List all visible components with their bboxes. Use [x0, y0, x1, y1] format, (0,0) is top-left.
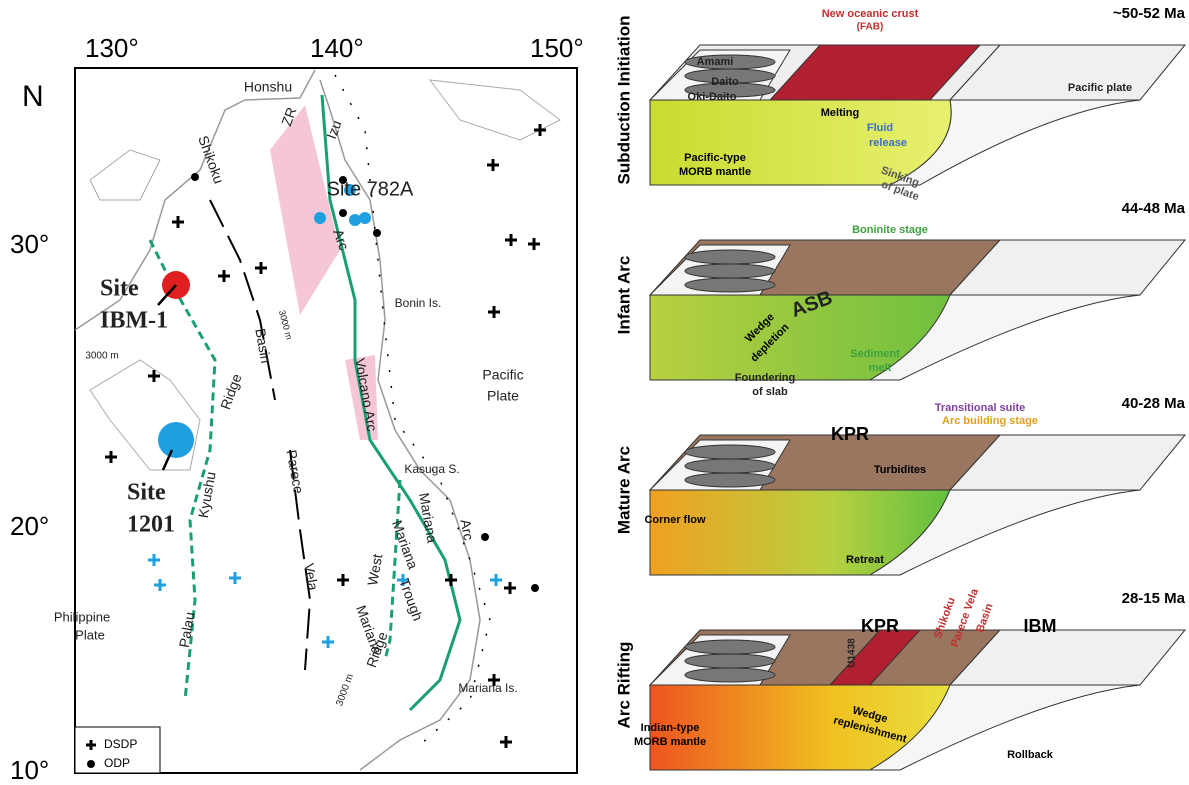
- map-label: Kasuga S.: [404, 462, 459, 476]
- north-label: N: [22, 80, 44, 113]
- diagram-label: IBM: [1024, 616, 1057, 636]
- block: [685, 278, 775, 292]
- lon-label: 130°: [85, 33, 139, 63]
- map-label: Plate: [487, 388, 519, 404]
- map-label: Bonin Is.: [395, 296, 442, 310]
- legend-label: ODP: [104, 756, 130, 770]
- stage-label: Subduction Initiation: [614, 15, 633, 184]
- diagram-label: Basin: [974, 602, 996, 635]
- diagram-label: MORB mantle: [679, 166, 751, 178]
- lat-label: 10°: [10, 755, 49, 785]
- diagram-label: Sediment: [850, 348, 900, 360]
- figure: 130° 140° 150° N 30° 20° 10° HonshuZRIzu…: [0, 0, 1189, 785]
- site-marker: [158, 422, 194, 458]
- diagram-label: melt: [869, 362, 892, 374]
- diagram-label: Amami: [697, 56, 734, 68]
- diagram-label: Melting: [821, 107, 860, 119]
- diagram-label: Arc building stage: [942, 415, 1038, 427]
- diagram-label: Oki-Daito: [688, 91, 737, 103]
- legend-label: DSDP: [104, 737, 137, 751]
- diagram-label: Pacific-type: [684, 152, 746, 164]
- map-label: 1201: [127, 512, 175, 538]
- map: 130° 140° 150° N 30° 20° 10° HonshuZRIzu…: [10, 33, 584, 785]
- map-frame: [75, 68, 577, 773]
- diagram-label: KPR: [861, 616, 899, 636]
- lat-label: 30°: [10, 229, 49, 259]
- age-label: 28-15 Ma: [1122, 590, 1186, 607]
- stage-label: Infant Arc: [614, 256, 633, 335]
- block: [685, 654, 775, 668]
- diagram-label: MORB mantle: [634, 736, 706, 748]
- diagram-label: Corner flow: [644, 514, 706, 526]
- map-label: Philippine: [54, 609, 110, 624]
- map-label: Pacific: [482, 367, 523, 383]
- diagram-label: Foundering: [735, 372, 796, 384]
- map-label: Plate: [75, 627, 105, 642]
- legend-symbol: [87, 760, 95, 768]
- diagram-label: Boninite stage: [852, 224, 928, 236]
- map-label: Site: [127, 480, 166, 506]
- stage-label: Mature Arc: [614, 446, 633, 534]
- diagram-label: Indian-type: [641, 722, 700, 734]
- panels: Subduction Initiation ~50-52 Ma New oceani…: [614, 5, 1185, 770]
- map-label: Honshu: [244, 79, 292, 95]
- age-label: 40-28 Ma: [1122, 395, 1186, 412]
- lat-label: 20°: [10, 511, 49, 541]
- diagram-label: Daito: [711, 76, 739, 88]
- block-diagram: Subduction Initiation ~50-52 Ma New oceani…: [614, 5, 1185, 203]
- diagram-label: Fluid: [867, 122, 893, 134]
- diagram-label: Rollback: [1007, 749, 1054, 761]
- diagram-label: release: [869, 137, 907, 149]
- diagram-label: KPR: [831, 424, 869, 444]
- diagram-label: New oceanic crust: [822, 8, 919, 20]
- block: [685, 473, 775, 487]
- block: [685, 640, 775, 654]
- block: [685, 668, 775, 682]
- diagram-label: of slab: [752, 386, 788, 398]
- lon-label: 150°: [530, 33, 584, 63]
- diagram-label: U1438: [847, 638, 858, 668]
- block: [685, 445, 775, 459]
- block: [685, 264, 775, 278]
- lon-label: 140°: [310, 33, 364, 63]
- block-diagram: Mature Arc 40-28 Ma Transitional suiteArc …: [614, 395, 1185, 575]
- diagram-label: Turbidites: [874, 464, 926, 476]
- map-label: Site: [100, 276, 139, 302]
- stage-label: Arc Rifting: [614, 642, 633, 729]
- map-label: 3000 m: [85, 351, 118, 362]
- age-label: 44-48 Ma: [1122, 200, 1186, 217]
- block: [685, 459, 775, 473]
- map-label: IBM-1: [100, 308, 168, 334]
- block: [685, 250, 775, 264]
- diagram-label: Pacific plate: [1068, 82, 1132, 94]
- diagram-label: (FAB): [857, 22, 884, 33]
- map-label: Mariana Is.: [458, 681, 517, 695]
- diagram-label: Transitional suite: [935, 402, 1025, 414]
- map-label: Site 782A: [327, 178, 414, 200]
- age-label: ~50-52 Ma: [1113, 5, 1186, 22]
- diagram-label: Retreat: [846, 554, 884, 566]
